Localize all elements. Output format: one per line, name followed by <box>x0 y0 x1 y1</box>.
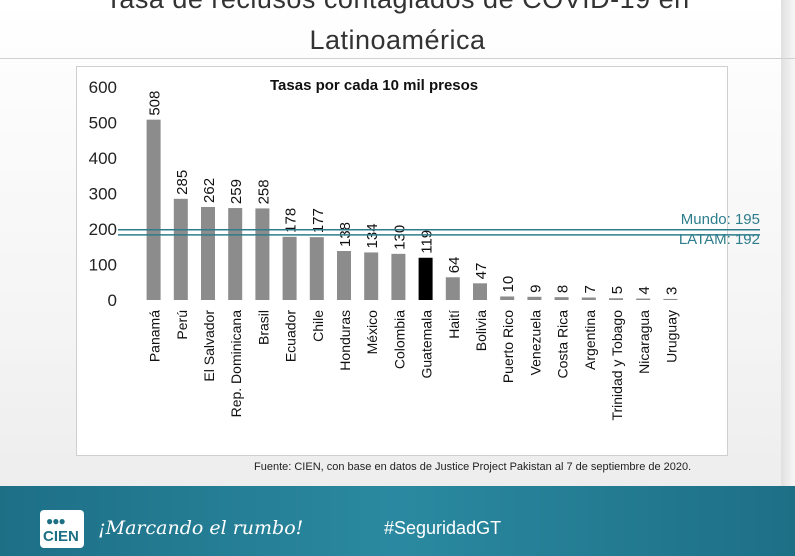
category-label: México <box>364 310 380 355</box>
category-label: Costa Rica <box>555 310 571 379</box>
value-label: 10 <box>500 276 517 293</box>
y-axis: 0 100 200 300 400 500 600 <box>89 78 117 310</box>
y-tick-label: 600 <box>89 78 117 97</box>
bar <box>418 257 433 300</box>
reference-line-label: Mundo: 195 <box>681 211 760 228</box>
slogan: ¡Marcando el rumbo! <box>98 517 304 539</box>
value-label: 178 <box>283 208 300 233</box>
y-tick-label: 100 <box>89 256 117 275</box>
value-label: 9 <box>527 284 544 292</box>
y-tick-label: 300 <box>89 185 117 204</box>
y-tick-label: 400 <box>89 149 117 168</box>
category-label: Panamá <box>147 310 163 362</box>
bar <box>636 298 651 300</box>
category-label: Bolivia <box>473 310 489 351</box>
value-label: 508 <box>147 91 164 116</box>
reference-line-label: LATAM: 192 <box>679 231 760 248</box>
bar <box>445 277 460 300</box>
bar <box>473 283 487 300</box>
category-label: Puerto Rico <box>500 310 516 383</box>
category-label: Nicaragua <box>636 310 652 374</box>
logo-dots: ●●● <box>46 514 66 528</box>
bar <box>663 298 678 300</box>
value-label: 262 <box>201 178 218 203</box>
bar <box>228 208 243 300</box>
slide-title-line1: Tasa de reclusos contagiados de COVID-19… <box>0 0 795 15</box>
category-label: El Salvador <box>201 310 217 382</box>
bar <box>201 206 215 300</box>
value-label: 64 <box>446 257 463 274</box>
source-note: Fuente: CIEN, con base en datos de Justi… <box>254 461 692 473</box>
bar <box>364 252 379 300</box>
chart-title: Tasas por cada 10 mil presos <box>270 77 479 94</box>
bar <box>527 296 542 300</box>
category-label: Perú <box>174 310 190 340</box>
bar <box>581 297 596 300</box>
bar <box>391 253 406 300</box>
bar <box>146 119 161 300</box>
category-label: Honduras <box>337 310 353 371</box>
bar <box>282 236 297 300</box>
bars <box>146 119 678 300</box>
bar <box>173 198 188 300</box>
bar <box>255 208 270 300</box>
category-label: Ecuador <box>283 310 299 362</box>
category-label: Argentina <box>582 310 598 370</box>
value-label: 130 <box>391 225 408 250</box>
title-divider <box>0 58 795 59</box>
category-label: Venezuela <box>527 310 543 376</box>
reference-lines: Mundo: 195 LATAM: 192 <box>118 211 760 248</box>
logo-text: CIEN <box>43 528 79 545</box>
y-tick-label: 200 <box>89 220 117 239</box>
value-label: 134 <box>364 223 381 248</box>
category-label: Guatemala <box>419 310 435 379</box>
hashtag: #SeguridadGT <box>384 518 502 538</box>
category-label: Uruguay <box>663 310 679 363</box>
category-label: Chile <box>310 310 326 342</box>
slide-title-line2: Latinoamérica <box>309 25 486 55</box>
category-label: Haití <box>446 310 462 339</box>
value-label: 8 <box>555 285 572 293</box>
value-label: 119 <box>419 230 436 254</box>
footer-bar <box>0 486 795 556</box>
y-tick-label: 500 <box>89 114 117 133</box>
y-tick-label: 0 <box>108 291 117 310</box>
category-label: Brasil <box>255 310 271 345</box>
category-label: Colombia <box>391 310 407 369</box>
value-label: 47 <box>473 263 490 280</box>
value-label: 3 <box>663 287 680 295</box>
value-label: 5 <box>609 286 626 294</box>
value-label: 4 <box>636 286 653 294</box>
bar <box>554 297 569 300</box>
bar <box>309 237 324 300</box>
bar <box>609 298 623 300</box>
value-label: 258 <box>255 179 272 204</box>
category-label: Rep. Dominicana <box>228 310 244 418</box>
value-label: 285 <box>174 170 191 195</box>
cien-logo: ●●● CIEN <box>40 510 84 548</box>
bar <box>337 251 351 300</box>
value-label: 177 <box>310 208 327 233</box>
category-labels: Panamá Perú El Salvador Rep. Dominicana Bras… <box>147 310 680 421</box>
bar <box>500 296 515 300</box>
window-edge <box>781 0 795 556</box>
value-label: 7 <box>582 285 599 293</box>
category-label: Trinidad y Tobago <box>609 310 625 421</box>
value-label: 259 <box>228 179 245 204</box>
